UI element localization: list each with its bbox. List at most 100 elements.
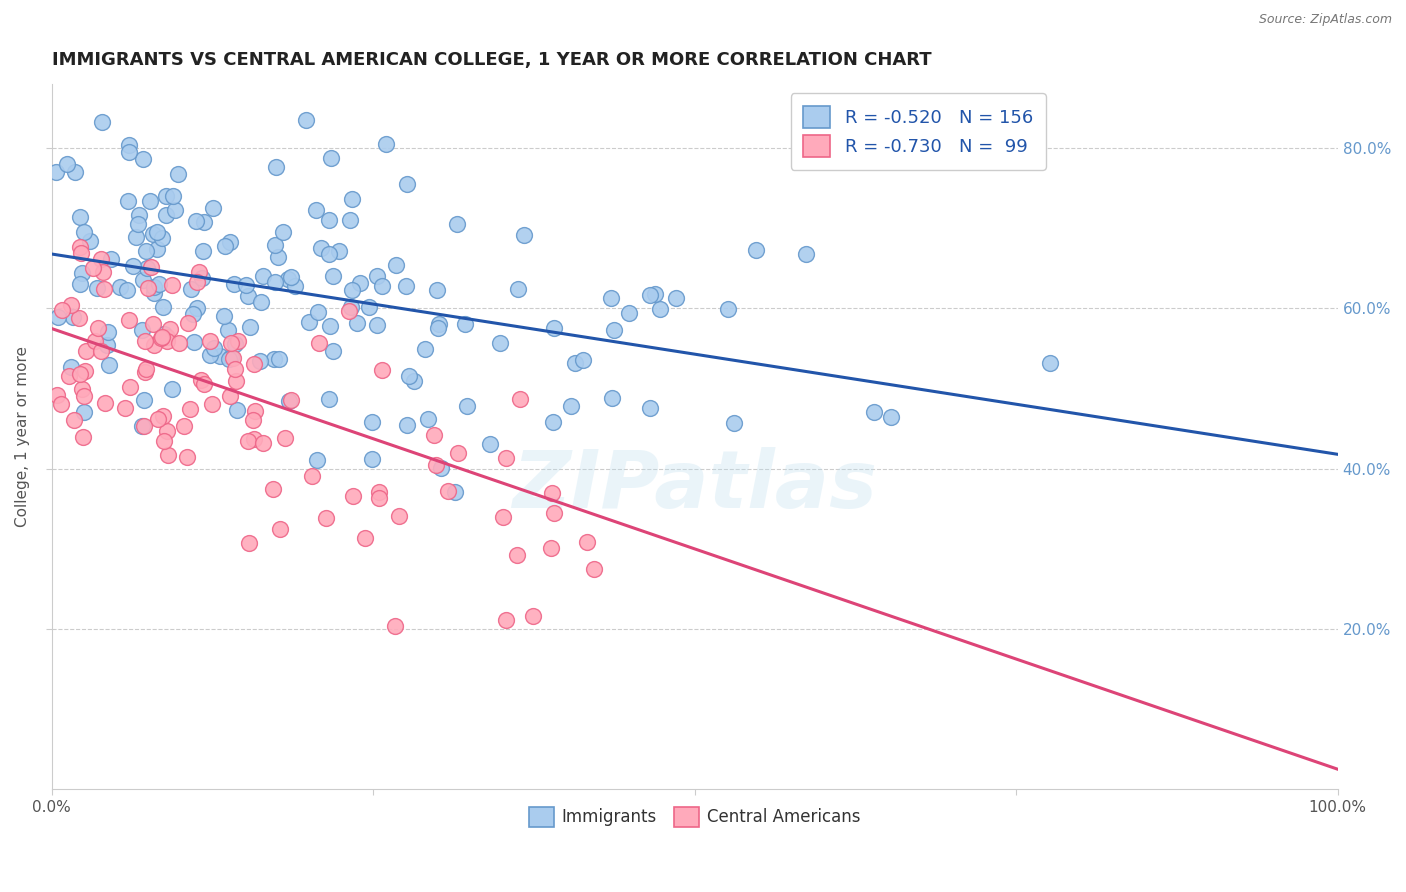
Point (212, 310, 235, 324)
Point (90, 252, 112, 266)
Point (239, 320, 262, 334)
Point (603, 322, 626, 336)
Point (423, 427, 446, 442)
Point (339, 304, 361, 318)
Point (200, 348, 222, 362)
Point (139, 194, 162, 208)
Point (70, 246, 93, 260)
Point (366, 268, 388, 283)
Point (456, 399, 478, 413)
Text: IMMIGRANTS VS CENTRAL AMERICAN COLLEGE, 1 YEAR OR MORE CORRELATION CHART: IMMIGRANTS VS CENTRAL AMERICAN COLLEGE, … (52, 51, 931, 69)
Point (252, 435, 274, 450)
Point (307, 452, 329, 467)
Point (157, 448, 180, 462)
Point (506, 282, 529, 296)
Point (444, 484, 467, 499)
Point (162, 188, 184, 202)
Point (134, 393, 156, 408)
Point (243, 404, 266, 418)
Point (114, 401, 136, 416)
Point (340, 283, 363, 297)
Point (264, 160, 287, 174)
Point (319, 151, 342, 165)
Point (63, 413, 86, 427)
Point (179, 402, 201, 417)
Y-axis label: College, 1 year or more: College, 1 year or more (15, 346, 30, 527)
Point (361, 415, 384, 429)
Point (186, 301, 208, 315)
Point (82, 261, 104, 276)
Point (454, 317, 477, 331)
Point (509, 392, 531, 407)
Point (70, 382, 93, 396)
Point (128, 208, 150, 222)
Point (218, 352, 240, 367)
Point (152, 330, 174, 344)
Point (150, 331, 173, 345)
Point (90, 343, 112, 358)
Point (191, 244, 214, 259)
Point (146, 242, 169, 256)
Point (543, 321, 565, 335)
Point (217, 323, 239, 337)
Point (190, 373, 212, 387)
Point (173, 418, 195, 433)
Point (430, 461, 453, 475)
Point (863, 405, 886, 419)
Point (222, 351, 245, 365)
Point (156, 330, 179, 344)
Point (665, 291, 688, 305)
Point (118, 313, 141, 327)
Point (322, 344, 344, 359)
Point (118, 145, 141, 159)
Point (492, 510, 515, 524)
Point (136, 281, 159, 295)
Point (219, 235, 242, 250)
Point (73, 225, 96, 239)
Point (208, 349, 231, 363)
Point (318, 392, 340, 406)
Point (398, 369, 420, 384)
Point (93, 282, 115, 296)
Point (180, 282, 202, 296)
Point (224, 361, 246, 376)
Point (385, 258, 408, 272)
Point (100, 252, 122, 267)
Point (83, 334, 105, 348)
Point (134, 365, 156, 379)
Point (249, 354, 271, 368)
Point (250, 294, 273, 309)
Point (880, 410, 903, 425)
Point (416, 412, 439, 426)
Point (318, 213, 340, 227)
Point (298, 315, 321, 329)
Point (135, 260, 157, 275)
Point (560, 399, 582, 413)
Point (575, 535, 598, 549)
Point (745, 243, 768, 257)
Point (243, 433, 266, 447)
Point (346, 316, 368, 330)
Point (284, 279, 307, 293)
Point (426, 320, 449, 334)
Point (600, 391, 623, 405)
Point (429, 317, 451, 331)
Point (723, 416, 745, 430)
Point (540, 486, 562, 500)
Point (46, 310, 69, 325)
Point (506, 548, 529, 562)
Point (219, 389, 242, 403)
Point (131, 323, 153, 337)
Point (236, 434, 259, 448)
Point (201, 397, 224, 411)
Point (495, 613, 517, 627)
Point (640, 401, 662, 416)
Point (90, 115, 112, 129)
Point (357, 301, 380, 315)
Point (176, 316, 198, 330)
Point (395, 279, 418, 293)
Point (375, 136, 398, 151)
Point (51, 303, 73, 318)
Point (543, 506, 565, 520)
Point (582, 562, 605, 576)
